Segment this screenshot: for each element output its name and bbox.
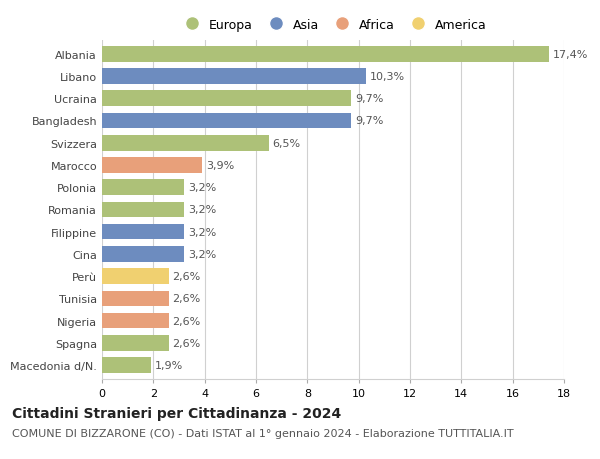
Bar [102,91,351,107]
Text: 10,3%: 10,3% [370,72,406,82]
Bar [102,224,184,240]
Text: 17,4%: 17,4% [553,50,588,60]
Text: 3,2%: 3,2% [188,227,216,237]
Text: COMUNE DI BIZZARONE (CO) - Dati ISTAT al 1° gennaio 2024 - Elaborazione TUTTITAL: COMUNE DI BIZZARONE (CO) - Dati ISTAT al… [12,428,514,438]
Text: 2,6%: 2,6% [173,338,201,348]
Bar [102,136,269,151]
Bar [102,202,184,218]
Bar [102,291,169,307]
Text: 2,6%: 2,6% [173,294,201,304]
Bar [102,180,184,196]
Bar [102,313,169,329]
Text: 3,9%: 3,9% [206,161,234,171]
Bar [102,69,367,84]
Bar [102,113,351,129]
Text: Cittadini Stranieri per Cittadinanza - 2024: Cittadini Stranieri per Cittadinanza - 2… [12,406,341,420]
Text: 3,2%: 3,2% [188,183,216,193]
Text: 9,7%: 9,7% [355,116,383,126]
Text: 2,6%: 2,6% [173,316,201,326]
Text: 9,7%: 9,7% [355,94,383,104]
Bar [102,47,548,62]
Text: 1,9%: 1,9% [155,360,183,370]
Text: 3,2%: 3,2% [188,249,216,259]
Bar [102,336,169,351]
Bar [102,158,202,174]
Text: 6,5%: 6,5% [272,139,301,148]
Text: 2,6%: 2,6% [173,272,201,281]
Bar [102,269,169,284]
Legend: Europa, Asia, Africa, America: Europa, Asia, Africa, America [174,14,492,37]
Bar [102,358,151,373]
Bar [102,246,184,262]
Text: 3,2%: 3,2% [188,205,216,215]
